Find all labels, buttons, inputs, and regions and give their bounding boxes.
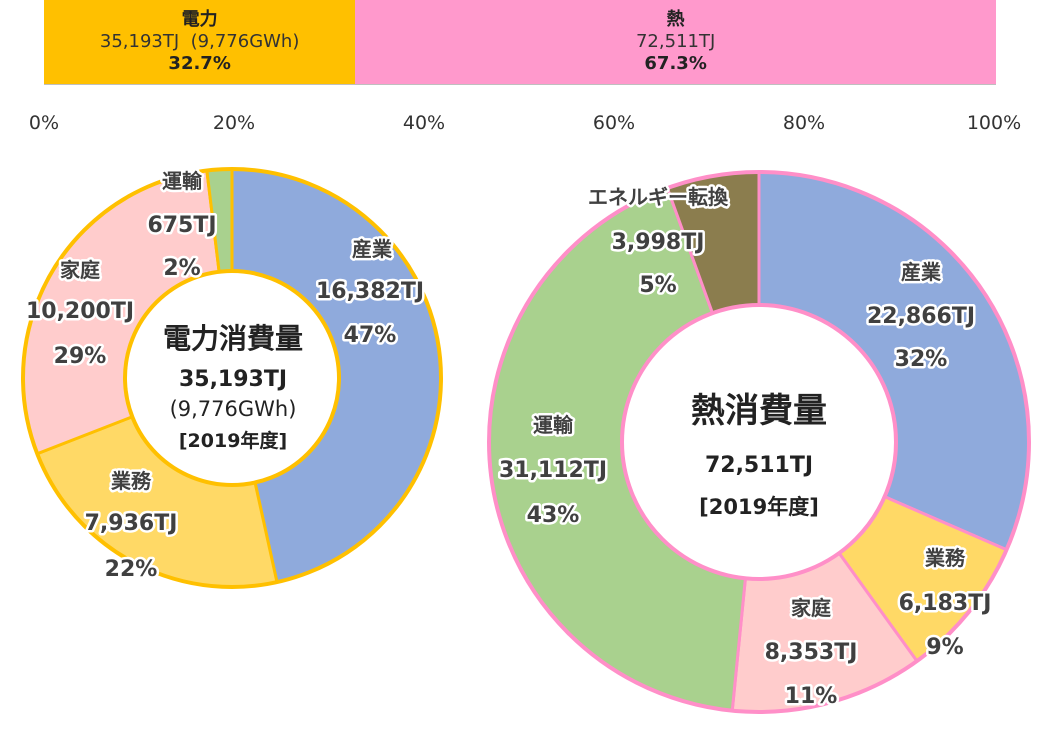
bar-segment-percent: 67.3% — [644, 53, 707, 74]
x-tick-label: 100% — [966, 112, 1022, 134]
bar-segment-name: 電力 — [181, 9, 218, 30]
electric-label-transport-value: 675TJ — [147, 213, 216, 238]
bar-segment-percent: 32.7% — [168, 53, 231, 74]
x-tick-label: 40% — [402, 112, 446, 134]
x-tick-label: 0% — [28, 112, 60, 134]
electric-label-transport-percent: 2% — [163, 256, 200, 281]
donut-electric — [21, 167, 443, 589]
heat-label-industry-value: 22,866TJ — [867, 304, 975, 329]
electric-label-home-name: 家庭 — [60, 258, 100, 282]
x-tick-label: 80% — [782, 112, 826, 134]
electric-label-home-percent: 29% — [54, 344, 107, 369]
electric-center-sub: (9,776GWh) — [170, 397, 297, 421]
heat-outer-ring — [487, 170, 1031, 714]
heat-label-conversion-name: エネルギー転換 — [588, 185, 729, 209]
electric-label-industry-name: 産業 — [352, 237, 393, 261]
heat-label-business-name: 業務 — [925, 546, 966, 570]
heat-label-business-value: 6,183TJ — [899, 591, 992, 616]
electric-label-business-name: 業務 — [111, 469, 152, 493]
stacked-bar-chart: 電力 35,193TJ (9,776GWh) 32.7% 熱 72,511TJ … — [0, 0, 1053, 150]
heat-label-transport-name: 運輸 — [533, 413, 574, 437]
heat-center-value: 72,511TJ — [705, 453, 813, 478]
bar-segment-electric: 電力 35,193TJ (9,776GWh) 32.7% — [44, 0, 356, 84]
heat-label-business-percent: 9% — [926, 635, 963, 660]
x-tick-label: 60% — [592, 112, 636, 134]
heat-label-conversion-percent: 5% — [639, 273, 676, 298]
bar-segment-value: 35,193TJ (9,776GWh) — [99, 31, 300, 52]
electric-center-year: [2019年度] — [179, 429, 287, 452]
electric-center-value: 35,193TJ — [179, 367, 287, 392]
heat-center-hole — [620, 303, 898, 581]
heat-center-year: [2019年度] — [699, 495, 819, 519]
bar-segment-value: 72,511TJ — [635, 31, 716, 52]
x-tick-label: 20% — [212, 112, 256, 134]
electric-center-hole — [123, 269, 341, 487]
heat-label-home-value: 8,353TJ — [765, 640, 858, 665]
heat-label-industry-name: 産業 — [901, 260, 942, 284]
heat-label-home-percent: 11% — [785, 684, 838, 709]
heat-label-conversion-value: 3,998TJ — [612, 230, 705, 255]
heat-label-home-name: 家庭 — [791, 596, 831, 620]
heat-label-industry-percent: 32% — [895, 347, 948, 372]
electric-center-title: 電力消費量 — [163, 322, 303, 355]
electric-label-industry-percent: 47% — [344, 323, 397, 348]
heat-label-transport-percent: 43% — [527, 503, 580, 528]
electric-label-industry-value: 16,382TJ — [316, 279, 424, 304]
donut-heat — [487, 170, 1031, 714]
x-axis-line — [44, 84, 996, 85]
bar-segment-name: 熱 — [666, 9, 685, 30]
electric-outer-ring — [21, 167, 443, 589]
electric-label-home-value: 10,200TJ — [26, 299, 134, 324]
electric-label-business-value: 7,936TJ — [85, 511, 178, 536]
electric-label-transport-name: 運輸 — [162, 169, 203, 193]
bar-segment-heat: 熱 72,511TJ 67.3% — [355, 0, 996, 84]
heat-label-transport-value: 31,112TJ — [499, 458, 607, 483]
electric-label-business-percent: 22% — [105, 557, 158, 582]
heat-center-title: 熱消費量 — [691, 391, 827, 431]
